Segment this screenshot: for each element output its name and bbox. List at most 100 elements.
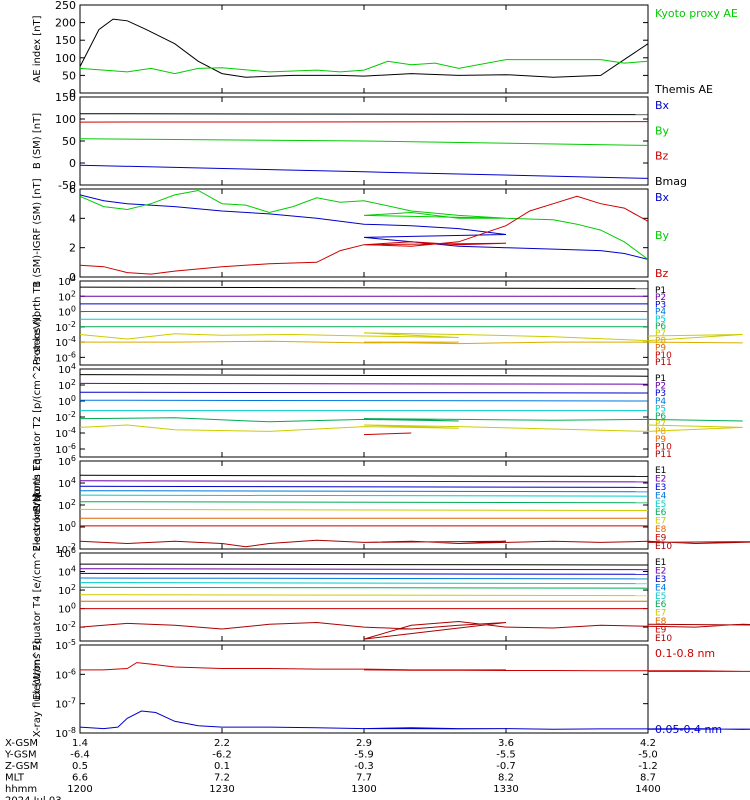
ephemeris-value: -6.4 — [70, 750, 90, 761]
ephemeris-value: 1200 — [67, 784, 92, 795]
series-line-e7 — [79, 594, 649, 597]
ephemeris-row-label: Z-GSM — [5, 761, 38, 772]
series-line-themis-ae — [79, 18, 649, 78]
legend-entry: P2 — [655, 382, 666, 392]
y-tick-label: 10-6 — [55, 442, 76, 456]
legend-entry: P3 — [655, 389, 666, 399]
y-tick-label: 4 — [69, 212, 76, 225]
series-line-e6 — [79, 501, 649, 504]
legend-entry: Bmag — [655, 175, 687, 188]
ephemeris-row-label: hhmm — [5, 784, 37, 795]
y-axis-label: Electrons Equator T4 [e/(cm^2-s-sr-keV)] — [32, 494, 43, 700]
ephemeris-value: -5.0 — [638, 750, 658, 761]
y-tick-label: 10-5 — [55, 638, 76, 652]
series-line-e5 — [79, 582, 649, 585]
legend-entry: E7 — [655, 517, 666, 527]
y-tick-label: 100 — [58, 602, 76, 616]
legend-entry: P10 — [655, 442, 672, 452]
y-tick-label: 0 — [69, 271, 76, 284]
legend-entry: P7 — [655, 329, 666, 339]
y-tick-label: -50 — [58, 179, 76, 192]
legend-entry: E2 — [655, 566, 666, 576]
y-axis-label: AE index [nT] — [32, 15, 43, 82]
ephemeris-value: 2.9 — [356, 738, 372, 749]
legend-entry: E2 — [655, 474, 666, 484]
series-line-0-05-0-4-nm — [79, 710, 750, 731]
legend-entry: P3 — [655, 300, 666, 310]
panel-frame — [79, 460, 649, 550]
y-axis-label: B (SM)-IGRF (SM) [nT] — [32, 178, 43, 287]
y-tick-label: 10-6 — [55, 350, 76, 364]
ephemeris-value: -1.2 — [638, 761, 658, 772]
series-line-p1 — [79, 286, 649, 290]
legend-entry: P2 — [655, 293, 666, 303]
legend-entry: E1 — [655, 466, 666, 476]
legend-entry: Kyoto proxy AE — [655, 7, 738, 20]
ephemeris-value: 6.6 — [72, 773, 88, 784]
ephemeris-value: 1330 — [493, 784, 518, 795]
ephemeris-value: 1.4 — [72, 738, 88, 749]
y-tick-label: 0 — [69, 157, 76, 170]
y-tick-label: 106 — [58, 546, 76, 560]
ephemeris-value: -0.3 — [354, 761, 374, 772]
ephemeris-value: 8.2 — [498, 773, 514, 784]
series-line-p4 — [79, 399, 649, 402]
series-line-e1 — [79, 474, 649, 477]
legend-entry: Themis AE — [654, 83, 713, 96]
series-line-e7 — [79, 508, 649, 511]
legend-entry: E10 — [655, 634, 672, 644]
legend-entry: E3 — [655, 575, 666, 585]
legend-entry: P8 — [655, 427, 666, 437]
y-tick-label: 200 — [55, 17, 76, 30]
legend-entry: P1 — [655, 286, 666, 296]
legend-entry: E1 — [655, 558, 666, 568]
series-line-by — [79, 189, 649, 260]
y-tick-label: 50 — [62, 69, 76, 82]
y-tick-label: 2 — [69, 242, 76, 255]
y-tick-label: 104 — [58, 476, 76, 490]
ephemeris-value: 7.2 — [214, 773, 230, 784]
ephemeris-value: 0.1 — [214, 761, 230, 772]
legend-entry: E10 — [655, 542, 672, 552]
y-tick-label: 104 — [58, 274, 76, 288]
y-tick-label: 104 — [58, 565, 76, 579]
legend-entry: P4 — [655, 397, 666, 407]
panel-frame — [79, 188, 649, 278]
y-tick-label: 10-2 — [55, 410, 76, 424]
ephemeris-value: 1300 — [351, 784, 376, 795]
y-axis-label: Protons North T1 — [32, 281, 43, 365]
y-axis-label: X-ray flux [W/m^2] — [32, 641, 43, 738]
panel-frame — [79, 4, 649, 94]
y-axis-label: Protons Equator T2 [p/(cm^2-s-sr-keV)] — [32, 314, 43, 511]
y-axis-label: B (SM) [nT] — [32, 113, 43, 169]
y-tick-label: 6 — [69, 183, 76, 196]
legend-entry: P8 — [655, 336, 666, 346]
y-tick-label: 100 — [58, 305, 76, 319]
y-tick-label: 10-7 — [55, 697, 76, 711]
legend-entry: Bz — [655, 267, 669, 280]
legend-entry: P9 — [655, 344, 666, 354]
series-line-bx — [79, 194, 649, 260]
legend-entry: E5 — [655, 500, 666, 510]
legend-entry: E3 — [655, 483, 666, 493]
ephemeris-value: 7.7 — [356, 773, 372, 784]
legend-entry: P6 — [655, 322, 666, 332]
y-tick-label: 102 — [58, 289, 76, 303]
ephemeris-value: 1400 — [635, 784, 660, 795]
date-label: 2024 Jul 03 — [5, 796, 62, 800]
ephemeris-value: 1230 — [209, 784, 234, 795]
legend-entry: P10 — [655, 351, 672, 361]
legend-entry: P5 — [655, 315, 666, 325]
series-line-0-1-0-8-nm — [80, 662, 750, 672]
ephemeris-value: 3.6 — [498, 738, 514, 749]
legend-entry: E4 — [655, 491, 667, 501]
legend-entry: P4 — [655, 308, 666, 318]
y-tick-label: 10-6 — [55, 667, 76, 681]
y-tick-label: 106 — [58, 454, 76, 468]
legend-entry: E5 — [655, 592, 666, 602]
y-tick-label: 102 — [58, 378, 76, 392]
legend-entry: By — [655, 229, 670, 242]
series-line-e10 — [79, 539, 750, 548]
legend-entry: E8 — [655, 617, 667, 627]
